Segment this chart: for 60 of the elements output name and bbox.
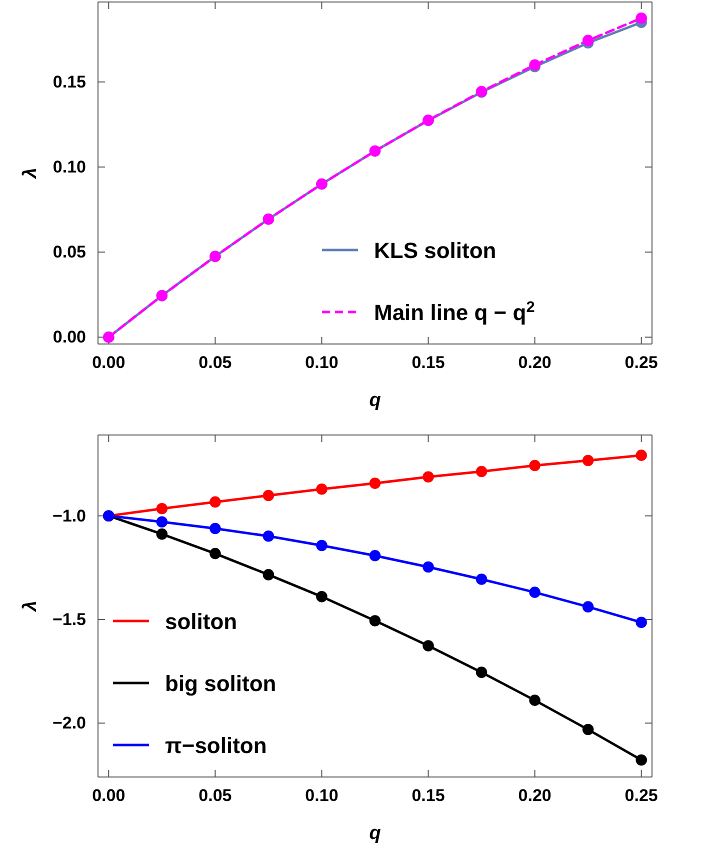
x-axis-title: q [369,390,382,411]
point [262,530,274,542]
x-tick-label: 0.05 [198,786,232,806]
point [316,540,328,552]
y-tick-label: −1.5 [52,610,86,629]
point [156,516,168,528]
y-axis-title: λ [20,168,41,180]
y-tick-label: −1.0 [52,506,86,526]
legend-label: Main line q − q$^{2}$ [374,298,535,325]
point [369,615,381,626]
x-tick-label: 0.20 [518,353,552,372]
x-tick-label: 0.00 [92,353,126,372]
legend-label: π−soliton [165,733,267,758]
x-tick-label: 0.05 [198,353,232,372]
point [636,616,647,628]
x-tick-label: 0.20 [518,786,552,806]
point [422,561,434,573]
point [582,601,594,612]
point [529,586,540,598]
point [476,574,488,585]
point [262,569,274,580]
x-tick-label: 0.25 [624,353,658,372]
y-tick-label: −2.0 [52,714,86,733]
y-axis-title: λ [20,600,41,612]
x-tick-label: 0.15 [412,353,445,372]
x-axis-title: q [369,823,382,844]
x-tick-label: 0.00 [92,786,126,806]
legend-label: big soliton [165,671,276,696]
y-tick-label: 0.15 [52,72,86,92]
point [476,466,488,478]
point [636,12,647,24]
point [316,483,328,495]
x-tick-label: 0.25 [624,786,658,806]
x-tick-label: 0.10 [305,786,338,806]
point [529,694,540,706]
point [582,454,594,466]
y-tick-label: 0.10 [52,157,86,176]
point [262,490,274,502]
point [156,528,168,540]
point [582,34,594,46]
point [210,522,221,534]
point [476,666,488,678]
y-tick-label: 0.05 [52,242,86,262]
legend-label: KLS soliton [374,238,496,263]
point [369,550,381,562]
x-tick-label: 0.10 [305,353,338,372]
x-tick-label: 0.15 [412,786,445,806]
point [210,548,221,560]
point [582,724,594,736]
point [422,640,434,652]
point [210,496,221,508]
point [636,450,647,461]
point [369,478,381,489]
legend-label: soliton [165,609,238,634]
point [529,460,540,472]
point [636,754,647,766]
point [422,471,434,482]
y-tick-label: 0.00 [52,328,86,347]
point [316,591,328,602]
point [156,502,168,514]
